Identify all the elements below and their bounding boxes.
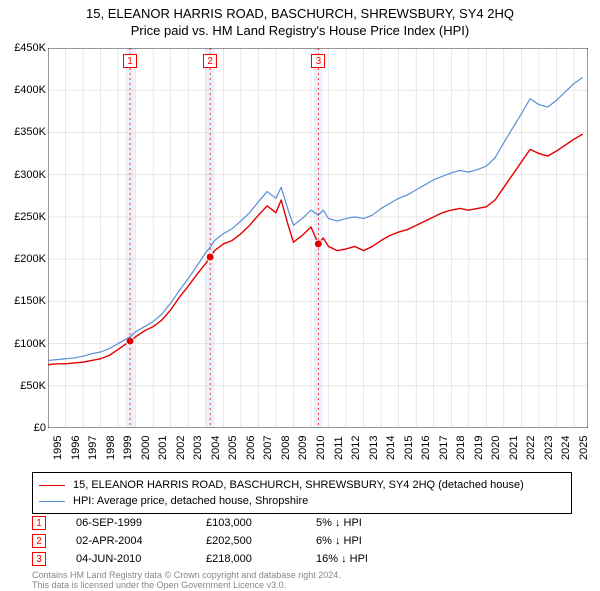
marker-price: £202,500	[206, 535, 316, 547]
x-tick-label: 2021	[508, 436, 520, 460]
footer-line-2: This data is licensed under the Open Gov…	[32, 580, 341, 590]
legend-label: HPI: Average price, detached house, Shro…	[73, 495, 308, 507]
x-tick-label: 2016	[420, 436, 432, 460]
x-tick-label: 2009	[297, 436, 309, 460]
x-tick-label: 2010	[315, 436, 327, 460]
x-tick-label: 2011	[333, 436, 345, 460]
x-tick-label: 2013	[368, 436, 380, 460]
marker-table-row: 2 02-APR-2004£202,5006% ↓ HPI	[32, 532, 426, 550]
title-line-2: Price paid vs. HM Land Registry's House …	[0, 23, 600, 40]
marker-idx-box: 2	[32, 534, 46, 548]
x-tick-label: 2006	[245, 436, 257, 460]
x-tick-label: 2017	[438, 436, 450, 460]
x-tick-label: 1997	[87, 436, 99, 460]
x-tick-label: 2000	[140, 436, 152, 460]
marker-diff: 16% ↓ HPI	[316, 553, 426, 565]
x-tick-label: 2007	[262, 436, 274, 460]
legend-row: HPI: Average price, detached house, Shro…	[39, 493, 565, 509]
x-tick-label: 2020	[490, 436, 502, 460]
x-tick-label: 1995	[52, 436, 64, 460]
chart-marker-box: 3	[311, 54, 325, 68]
x-tick-label: 1998	[105, 436, 117, 460]
x-tick-label: 2005	[227, 436, 239, 460]
x-tick-label: 1999	[122, 436, 134, 460]
y-tick-label: £450K	[14, 42, 46, 54]
markers-table: 1 06-SEP-1999£103,0005% ↓ HPI 2 02-APR-2004…	[32, 514, 426, 568]
marker-date: 04-JUN-2010	[76, 553, 206, 565]
y-tick-label: £150K	[14, 295, 46, 307]
x-tick-label: 2023	[543, 436, 555, 460]
y-tick-label: £400K	[14, 84, 46, 96]
chart-svg	[48, 48, 588, 428]
x-tick-label: 2002	[175, 436, 187, 460]
x-tick-label: 2015	[403, 436, 415, 460]
marker-idx-box: 1	[32, 516, 46, 530]
y-tick-label: £300K	[14, 169, 46, 181]
x-tick-label: 2003	[192, 436, 204, 460]
x-tick-label: 2019	[473, 436, 485, 460]
marker-table-row: 3 04-JUN-2010£218,00016% ↓ HPI	[32, 550, 426, 568]
footer-line-1: Contains HM Land Registry data © Crown c…	[32, 570, 341, 580]
marker-price: £103,000	[206, 517, 316, 529]
footer: Contains HM Land Registry data © Crown c…	[32, 570, 341, 591]
y-tick-label: £200K	[14, 253, 46, 265]
chart-container: 15, ELEANOR HARRIS ROAD, BASCHURCH, SHRE…	[0, 0, 600, 590]
x-tick-label: 2012	[350, 436, 362, 460]
chart-area	[48, 48, 588, 428]
x-tick-label: 2008	[280, 436, 292, 460]
marker-date: 06-SEP-1999	[76, 517, 206, 529]
x-tick-label: 2018	[455, 436, 467, 460]
x-tick-label: 1996	[70, 436, 82, 460]
title-line-1: 15, ELEANOR HARRIS ROAD, BASCHURCH, SHRE…	[0, 6, 600, 23]
marker-idx-box: 3	[32, 552, 46, 566]
chart-marker-box: 2	[203, 54, 217, 68]
legend-box: 15, ELEANOR HARRIS ROAD, BASCHURCH, SHRE…	[32, 472, 572, 514]
y-tick-label: £50K	[20, 380, 46, 392]
legend-swatch	[39, 501, 65, 502]
title-block: 15, ELEANOR HARRIS ROAD, BASCHURCH, SHRE…	[0, 0, 600, 40]
chart-marker-box: 1	[123, 54, 137, 68]
legend-row: 15, ELEANOR HARRIS ROAD, BASCHURCH, SHRE…	[39, 477, 565, 493]
y-tick-label: £100K	[14, 338, 46, 350]
x-tick-label: 2025	[578, 436, 590, 460]
legend-swatch	[39, 485, 65, 486]
x-tick-label: 2022	[525, 436, 537, 460]
marker-price: £218,000	[206, 553, 316, 565]
marker-diff: 5% ↓ HPI	[316, 517, 426, 529]
marker-date: 02-APR-2004	[76, 535, 206, 547]
x-tick-label: 2001	[157, 436, 169, 460]
x-tick-label: 2004	[210, 436, 222, 460]
x-tick-label: 2024	[560, 436, 572, 460]
marker-table-row: 1 06-SEP-1999£103,0005% ↓ HPI	[32, 514, 426, 532]
legend-label: 15, ELEANOR HARRIS ROAD, BASCHURCH, SHRE…	[73, 479, 524, 491]
marker-diff: 6% ↓ HPI	[316, 535, 426, 547]
x-tick-label: 2014	[385, 436, 397, 460]
y-tick-label: £250K	[14, 211, 46, 223]
y-tick-label: £350K	[14, 126, 46, 138]
y-tick-label: £0	[34, 422, 46, 434]
